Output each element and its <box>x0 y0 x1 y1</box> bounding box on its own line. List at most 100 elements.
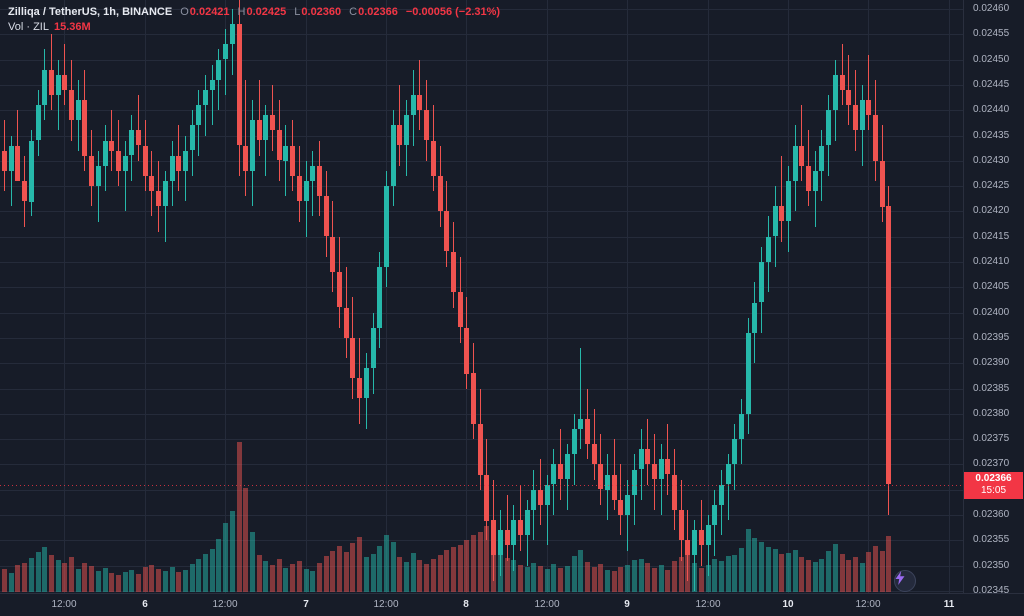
candle <box>779 156 784 242</box>
candle <box>665 424 670 495</box>
volume-bar <box>257 555 262 592</box>
candle <box>170 141 175 206</box>
volume-bar <box>149 565 154 592</box>
candle <box>203 75 208 136</box>
candle <box>377 252 382 348</box>
candle <box>746 318 751 434</box>
volume-bar <box>263 561 268 592</box>
price-tick-label: 0.02430 <box>973 155 1010 166</box>
volume-bar <box>123 572 128 592</box>
candle <box>551 449 556 515</box>
volume-bar <box>103 568 108 592</box>
price-chart-svg[interactable] <box>0 0 963 593</box>
price-tick-label: 0.02350 <box>973 560 1010 571</box>
candles <box>2 0 891 591</box>
volume-bar <box>237 442 242 592</box>
volume-bar <box>129 570 134 592</box>
volume-bar <box>799 557 804 592</box>
candle <box>578 348 583 449</box>
candle <box>786 166 791 252</box>
symbol-title[interactable]: Zilliqa / TetherUS, 1h, BINANCE <box>8 6 173 18</box>
volume-bar <box>679 557 684 592</box>
candle <box>243 80 248 196</box>
candle <box>364 353 369 429</box>
price-tick-label: 0.02445 <box>973 79 1010 90</box>
time-tick-day-label: 10 <box>782 599 794 610</box>
volume-bar <box>860 563 865 592</box>
candle <box>417 60 422 130</box>
candle <box>873 80 878 181</box>
volume-bar <box>337 546 342 592</box>
volume-bar <box>170 567 175 592</box>
time-tick-label: 12:00 <box>855 599 881 610</box>
volume-bar <box>645 563 650 592</box>
volume-bar <box>163 571 168 592</box>
candle <box>404 100 409 176</box>
price-tick-label: 0.02380 <box>973 408 1010 419</box>
volume-bar <box>531 563 536 592</box>
candle <box>645 419 650 485</box>
candle <box>511 505 516 571</box>
volume-bar <box>42 547 47 592</box>
chart-plot-area[interactable]: Zilliqa / TetherUS, 1h, BINANCE O0.02421… <box>0 0 963 593</box>
price-tick-label: 0.02345 <box>973 585 1010 596</box>
candle <box>813 151 818 227</box>
candle <box>250 100 255 206</box>
price-tick-label: 0.02355 <box>973 534 1010 545</box>
volume-bar <box>203 554 208 592</box>
price-tick-label: 0.02405 <box>973 281 1010 292</box>
volume-bar <box>886 536 891 592</box>
candle <box>618 464 623 535</box>
volume-bar <box>511 560 516 592</box>
volume-bar <box>558 568 563 592</box>
volume-bar <box>9 573 14 592</box>
volume-bar <box>143 567 148 592</box>
volume-bar <box>565 566 570 592</box>
volume-bar <box>451 547 456 592</box>
candle <box>451 222 456 308</box>
volume-bar <box>69 557 74 592</box>
candle <box>223 29 228 95</box>
time-tick-label: 12:00 <box>373 599 399 610</box>
volume-bar <box>652 568 657 592</box>
candle <box>2 120 7 191</box>
candle <box>632 454 637 525</box>
price-axis[interactable]: 0.02366 15:05 0.02460 0.02455 0.02450 0.024… <box>964 0 1024 596</box>
volume-bar <box>2 569 7 592</box>
candle <box>833 60 838 141</box>
candle <box>290 120 295 191</box>
time-axis[interactable]: 12:00 6 12:00 7 12:00 8 12:00 9 12:00 10 12:00 11 <box>0 594 963 616</box>
volume-bar <box>431 559 436 592</box>
volume-bar <box>49 555 54 592</box>
candle <box>176 125 181 191</box>
candle <box>605 454 610 520</box>
candle <box>478 389 483 490</box>
volume-bar <box>786 553 791 592</box>
volume-bar <box>665 570 670 592</box>
candle <box>156 161 161 232</box>
candle <box>860 85 865 166</box>
quick-trade-button[interactable] <box>894 570 916 592</box>
candle <box>136 95 141 161</box>
volume-bar <box>873 546 878 592</box>
volume-bar <box>618 567 623 592</box>
symbol-row: Zilliqa / TetherUS, 1h, BINANCE O0.02421… <box>8 5 500 20</box>
volume-bar <box>813 562 818 592</box>
candle <box>598 434 603 505</box>
candle <box>853 70 858 151</box>
last-price-label[interactable]: 0.02366 15:05 <box>964 472 1023 499</box>
volume-bar <box>397 557 402 592</box>
volume-bar <box>22 563 27 592</box>
candle <box>612 439 617 510</box>
price-tick-label: 0.02420 <box>973 205 1010 216</box>
volume-bar <box>833 544 838 592</box>
price-change: −0.00056 (−2.31%) <box>405 6 501 18</box>
volume-bar <box>176 572 181 592</box>
candle <box>732 424 737 490</box>
time-tick-label: 12:00 <box>51 599 77 610</box>
candle <box>344 267 349 358</box>
volume-bar <box>773 549 778 592</box>
candle <box>538 459 543 525</box>
volume-bar <box>116 575 121 592</box>
volume-bar <box>525 567 530 592</box>
